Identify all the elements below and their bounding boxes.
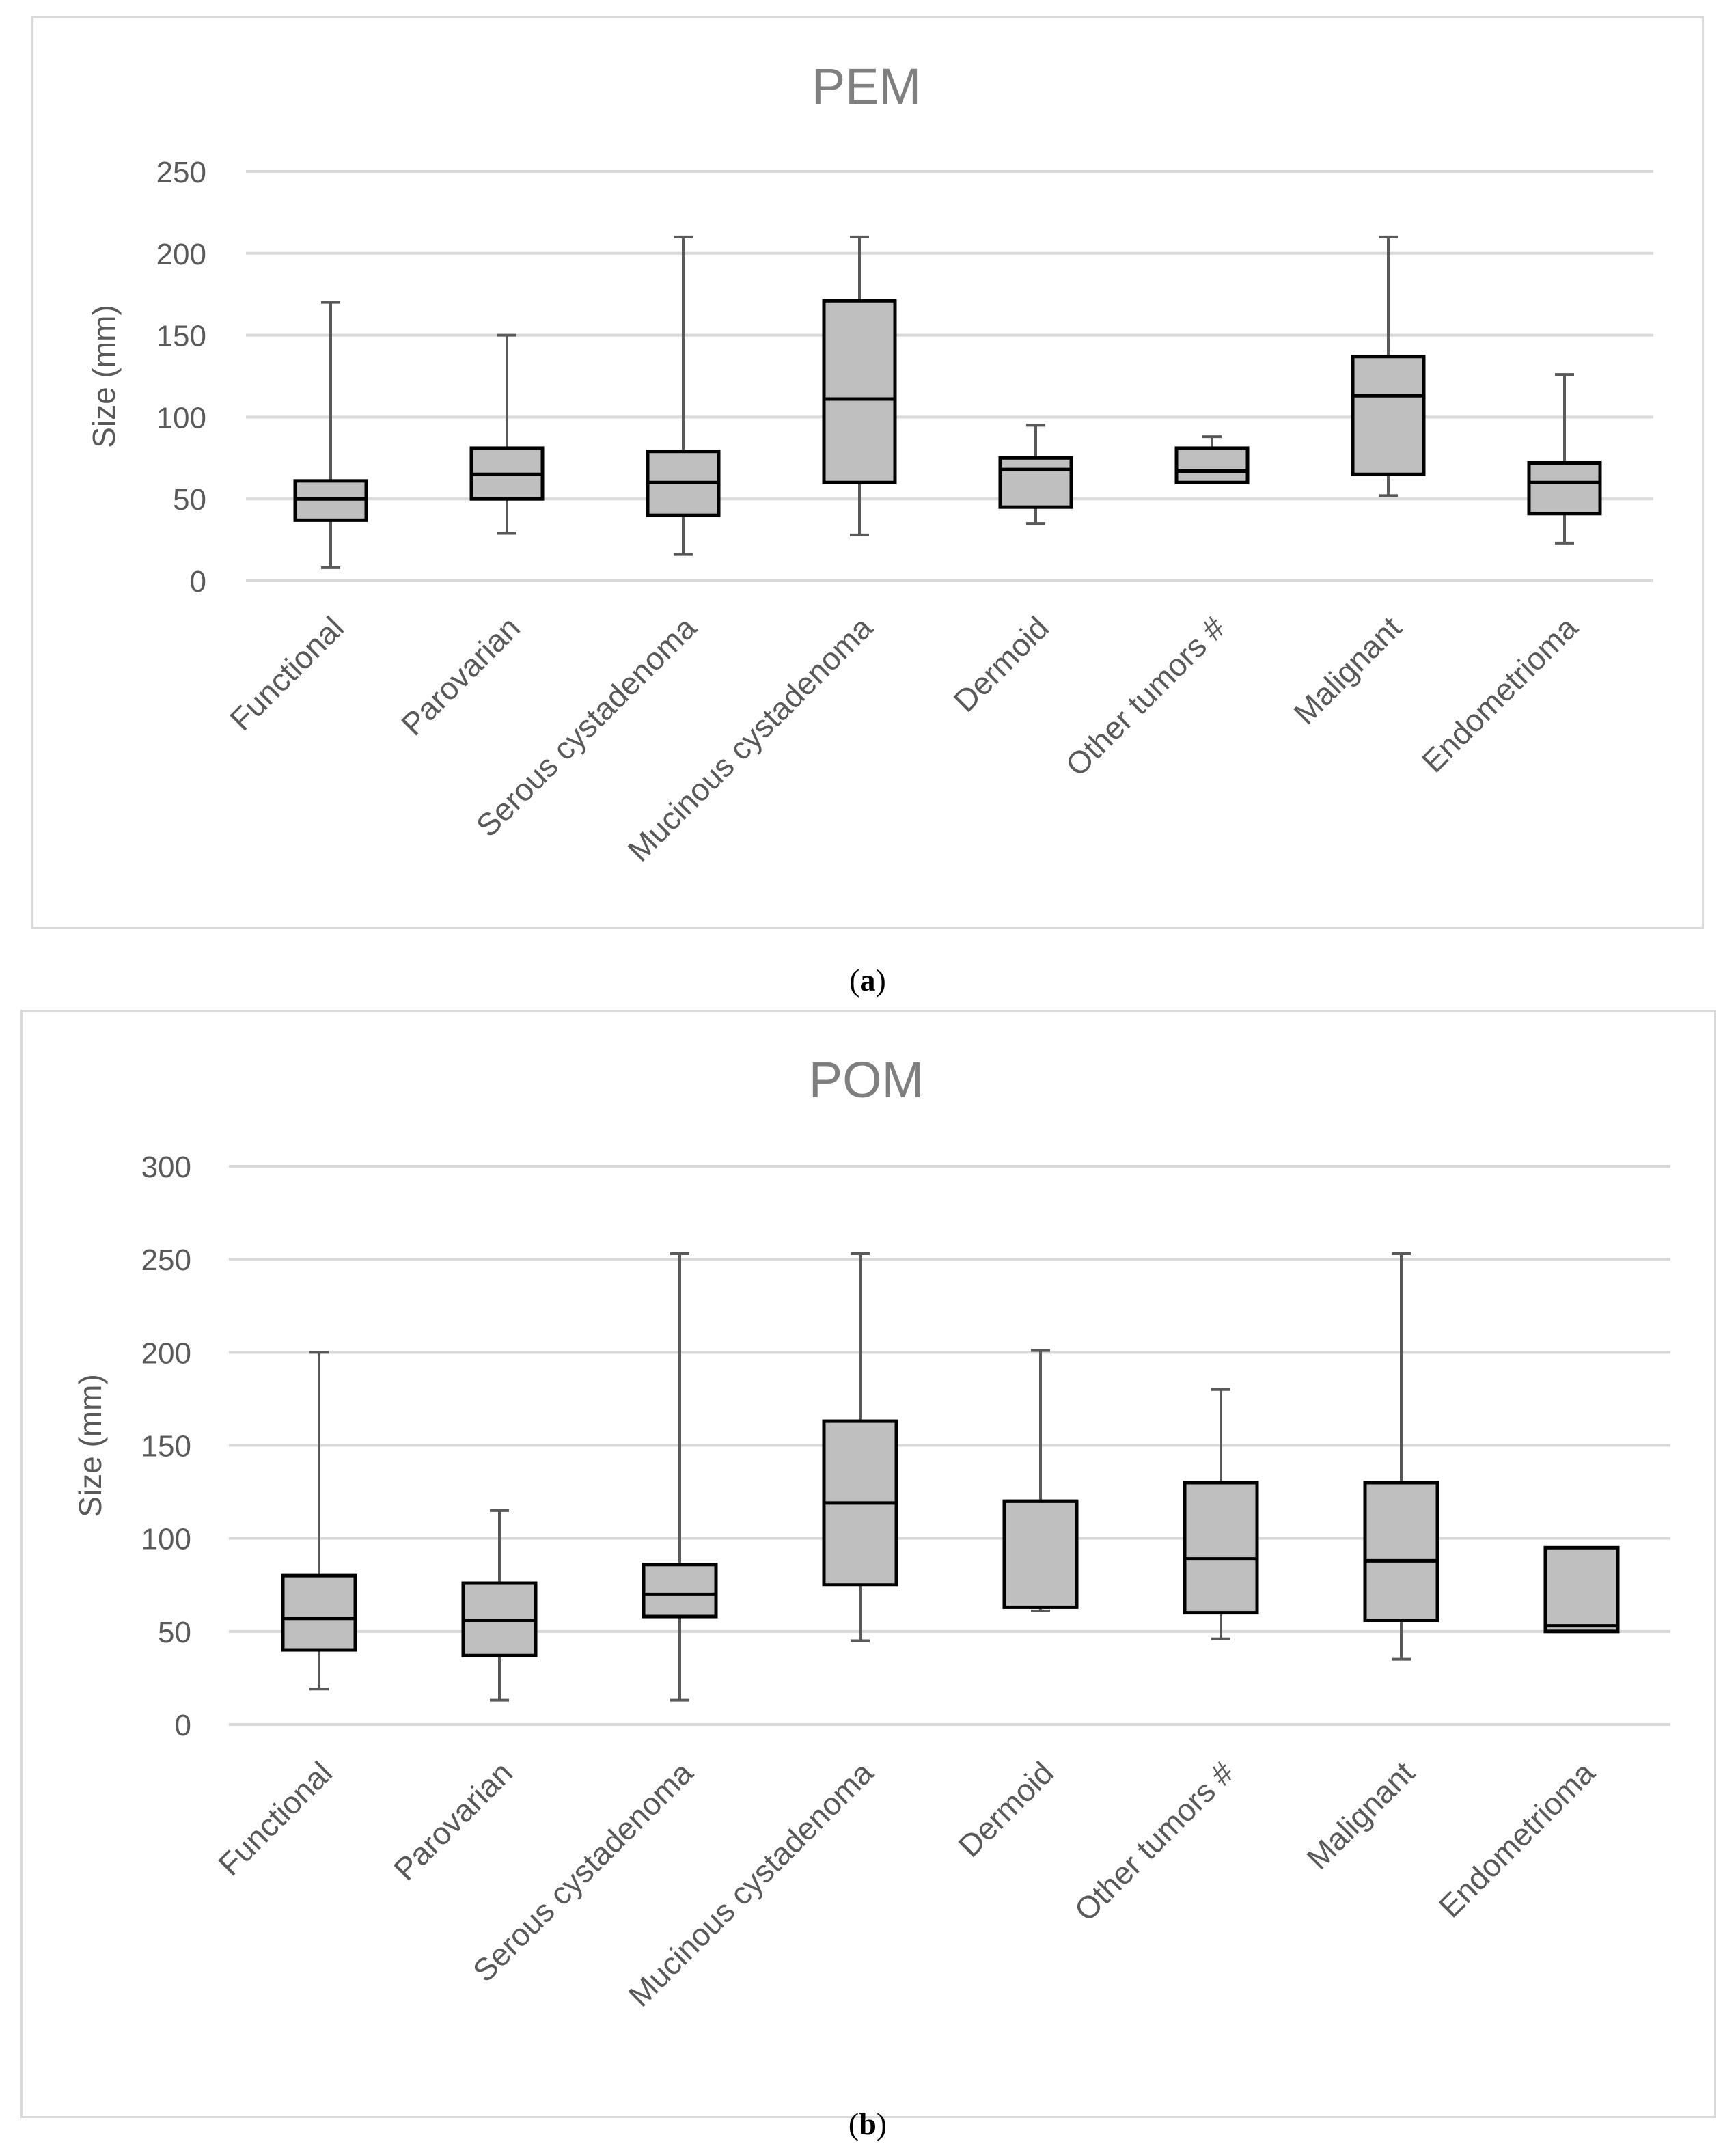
- category-label: Malignant: [1286, 609, 1408, 731]
- category-label: Parovarian: [387, 1755, 519, 1887]
- box-6: [1351, 355, 1426, 476]
- chart-title: PEM: [812, 58, 921, 115]
- y-tick-label: 250: [156, 156, 206, 189]
- box-6: [1363, 1481, 1439, 1622]
- box-7: [1527, 460, 1602, 516]
- y-tick-label: 100: [156, 401, 206, 435]
- y-tick-label: 150: [141, 1430, 191, 1463]
- box-0: [281, 1573, 357, 1652]
- y-tick-label: 300: [141, 1151, 191, 1184]
- category-label: Other tumors #: [1058, 609, 1232, 783]
- category-label: Endometrioma: [1415, 609, 1585, 780]
- box-5: [1174, 446, 1250, 484]
- box-5: [1183, 1481, 1259, 1615]
- category-label: Dermoid: [951, 1755, 1060, 1864]
- box-4: [998, 456, 1073, 509]
- y-tick-label: 250: [141, 1243, 191, 1277]
- y-axis-label: Size (mm): [86, 305, 122, 448]
- box-4: [1002, 1499, 1079, 1609]
- chart-title: POM: [809, 1051, 924, 1108]
- category-label: Functional: [211, 1755, 339, 1882]
- y-tick-label: 50: [173, 483, 206, 517]
- box-3: [822, 299, 897, 484]
- y-tick-label: 100: [141, 1523, 191, 1556]
- category-label: Parovarian: [394, 609, 527, 742]
- y-tick-label: 50: [158, 1616, 191, 1649]
- box-2: [642, 1563, 718, 1619]
- category-label: Endometrioma: [1432, 1755, 1602, 1925]
- chart-pom: POM 0 50 100 150 200 250 300 Size (mm) Functional…: [72, 1051, 1670, 2013]
- panel-caption-a: (a): [849, 963, 886, 998]
- category-label: Malignant: [1299, 1755, 1421, 1876]
- y-tick-label: 0: [175, 1709, 191, 1742]
- y-axis-label: Size (mm): [72, 1374, 108, 1517]
- chart-pem: PEM 0 50 100 150 200 250 Size (mm) Functional Par…: [86, 58, 1653, 868]
- category-label: Functional: [223, 609, 350, 737]
- category-label: Other tumors #: [1067, 1755, 1241, 1928]
- panel-caption-b: (b): [848, 2106, 887, 2141]
- y-tick-label: 150: [156, 320, 206, 353]
- category-label: Dermoid: [946, 609, 1056, 719]
- y-tick-label: 200: [141, 1336, 191, 1370]
- y-tick-label: 200: [156, 238, 206, 271]
- y-tick-label: 0: [190, 565, 206, 599]
- box-7: [1543, 1545, 1620, 1634]
